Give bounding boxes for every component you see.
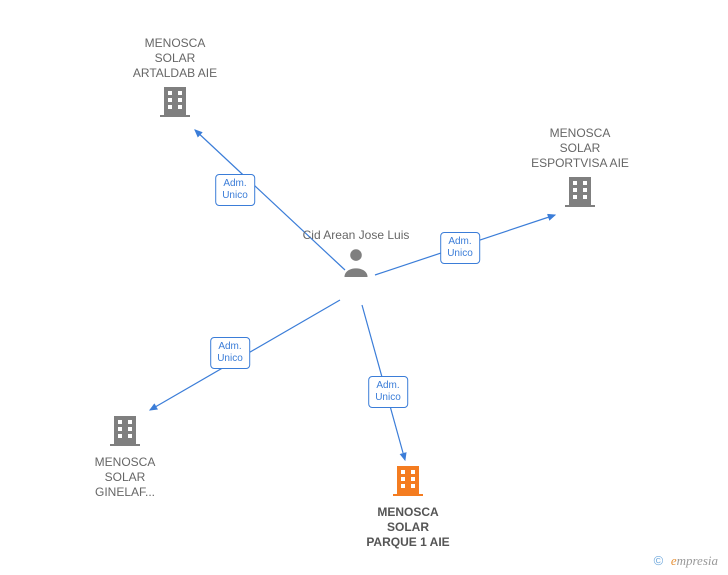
building-icon — [393, 464, 423, 501]
edge-label: Adm. Unico — [210, 337, 250, 369]
edge-label: Adm. Unico — [215, 174, 255, 206]
company-node-ginelaf[interactable]: MENOSCA SOLAR GINELAF... — [55, 414, 195, 500]
copyright-symbol: © — [654, 553, 664, 568]
edge-label: Adm. Unico — [440, 232, 480, 264]
building-icon — [160, 85, 190, 122]
building-icon — [565, 175, 595, 212]
person-icon — [296, 247, 416, 282]
company-node-parque1[interactable]: MENOSCA SOLAR PARQUE 1 AIE — [338, 464, 478, 550]
company-label: MENOSCA SOLAR ESPORTVISA AIE — [510, 126, 650, 171]
company-label: MENOSCA SOLAR GINELAF... — [55, 455, 195, 500]
company-label: MENOSCA SOLAR PARQUE 1 AIE — [338, 505, 478, 550]
brand-name: empresia — [671, 553, 718, 568]
building-icon — [110, 414, 140, 451]
center-node-label: Cid Arean Jose Luis — [296, 228, 416, 243]
company-node-esportvisa[interactable]: MENOSCA SOLAR ESPORTVISA AIE — [510, 126, 650, 212]
footer-attribution: © empresia — [654, 553, 718, 569]
edge-label: Adm. Unico — [368, 376, 408, 408]
company-label: MENOSCA SOLAR ARTALDAB AIE — [105, 36, 245, 81]
company-node-artaldab[interactable]: MENOSCA SOLAR ARTALDAB AIE — [105, 36, 245, 122]
diagram-canvas: Cid Arean Jose Luis MENOSCA SOLAR ARTALD… — [0, 0, 728, 575]
center-node-person[interactable]: Cid Arean Jose Luis — [296, 228, 416, 282]
